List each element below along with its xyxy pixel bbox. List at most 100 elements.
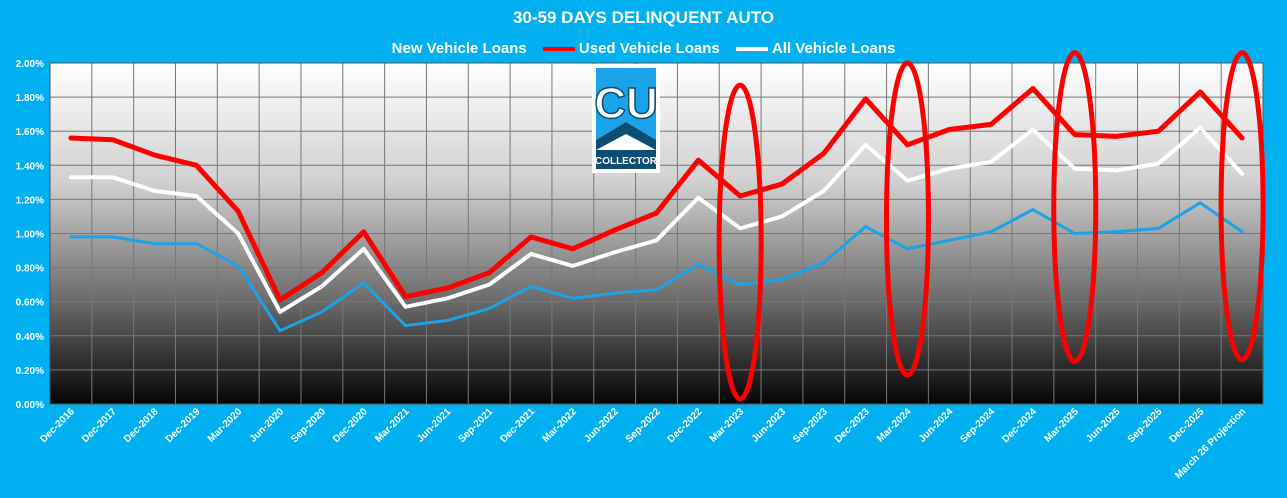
highlight-ellipse [1218,50,1266,363]
y-tick-label: 0.40% [16,332,44,343]
data-point-new [362,281,366,285]
data-point-all [278,310,282,314]
x-tick-label: Sep-2021 [456,406,495,445]
data-point-new [69,235,73,239]
data-point-all [1115,168,1119,172]
x-tick-label: Jun-2023 [750,406,789,445]
data-point-used [278,298,282,302]
data-point-new [111,235,115,239]
data-point-used [822,151,826,155]
logo-text: CU [594,79,658,128]
data-point-new [864,225,868,229]
logo-banner [596,150,656,169]
legend-item-new: New Vehicle Loans [392,40,527,57]
data-point-new [571,296,575,300]
y-tick-label: 0.00% [16,400,44,411]
data-point-new [278,329,282,333]
data-point-new [947,238,951,242]
data-point-used [613,228,617,232]
data-point-all [362,247,366,251]
data-point-new [1115,230,1119,234]
legend-item-all: All Vehicle Loans [735,40,896,57]
logo-shield [596,68,656,140]
data-point-new [1073,232,1077,235]
data-point-new [445,318,449,322]
data-point-all [529,252,533,256]
x-tick-label: Dec-2019 [164,406,203,445]
y-tick-label: 1.80% [16,93,44,104]
data-point-all [1156,162,1160,166]
data-point-used [1156,129,1160,133]
data-point-new [153,242,157,246]
x-tick-label: Mar-2025 [1042,406,1081,445]
data-point-used [362,230,366,234]
y-tick-label: 1.20% [16,195,44,206]
cu-collector-logo: CU COLLECTOR [592,64,660,173]
data-point-all [194,194,198,198]
data-point-all [613,250,617,254]
data-point-used [1198,90,1202,94]
data-point-used [1073,133,1077,137]
data-point-all [236,232,240,235]
data-point-used [989,122,993,126]
x-tick-label: Dec-2018 [122,406,161,445]
data-point-all [905,179,909,183]
x-tick-label: Sep-2023 [791,406,830,445]
x-tick-label: Mar-2022 [541,406,580,445]
y-tick-label: 1.60% [16,127,44,138]
data-point-new [404,324,408,328]
data-point-all [989,160,993,164]
x-tick-label: Dec-2023 [833,406,872,445]
data-point-used [571,247,575,251]
data-point-used [487,271,491,275]
data-point-used [1115,134,1119,138]
data-point-new [655,288,658,292]
chart-title: 30-59 DAYS DELINQUENT AUTO [512,8,775,27]
y-tick-label: 0.60% [16,298,44,309]
data-point-all [1240,172,1244,176]
data-point-all [487,283,491,287]
data-point-used [1240,136,1244,140]
data-point-new [1198,201,1202,205]
x-tick-label: Dec-2025 [1168,406,1207,445]
data-point-new [236,264,240,268]
y-tick-label: 0.20% [16,366,44,377]
x-tick-label: Dec-2020 [331,406,370,445]
data-point-all [947,167,951,171]
data-point-all [69,175,73,179]
data-point-all [571,264,575,268]
data-point-new [780,278,784,282]
x-tick-label: Sep-2024 [958,406,997,445]
y-tick-label: 0.80% [16,264,44,275]
x-tick-label: Dec-2016 [38,406,77,445]
data-point-new [320,310,324,314]
logo-subtext: COLLECTOR [595,156,658,167]
data-point-used [194,163,198,167]
data-point-new [1031,208,1035,212]
data-point-new [529,284,533,288]
data-point-all [111,175,115,179]
data-point-all [445,296,449,300]
data-point-used [445,286,449,290]
data-point-used [320,271,324,275]
y-tick-label: 1.40% [16,161,44,172]
data-point-used [696,158,700,162]
legend-label-all: All Vehicle Loans [771,40,896,57]
x-tick-label: Mar-2024 [875,406,914,445]
logo-chevron [596,122,656,150]
data-point-all [780,214,784,218]
data-point-used [69,136,73,140]
highlight-ellipse [716,82,764,402]
legend-swatch-all [735,47,768,52]
x-tick-label: Mar-2023 [708,406,747,445]
x-tick-label: Dec-2022 [666,406,705,445]
data-point-new [822,260,826,264]
data-point-all [1031,127,1035,131]
x-tick-label: Dec-2024 [1000,406,1039,445]
x-tick-label: Dec-2017 [80,406,119,445]
y-tick-label: 2.00% [16,59,44,70]
data-point-used [529,235,533,239]
legend-swatch-used [542,47,575,52]
